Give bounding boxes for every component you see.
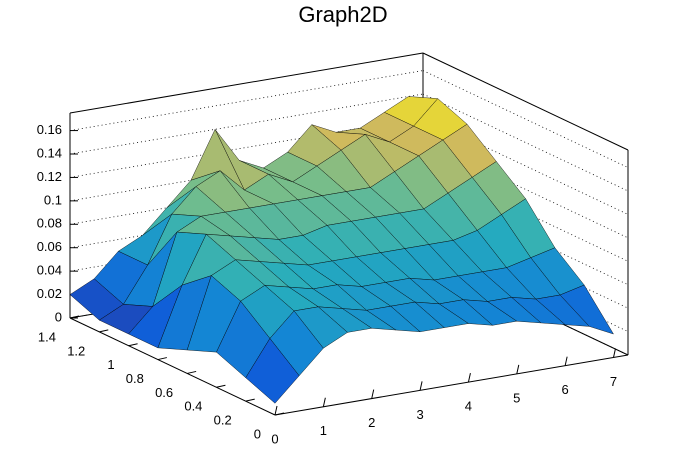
x-tick-label: 4: [465, 399, 472, 414]
y-tick: [187, 370, 197, 374]
x-tick-label: 7: [610, 374, 617, 389]
y-tick: [216, 384, 226, 388]
x-tick: [322, 397, 326, 407]
surface-cell: [245, 338, 300, 404]
x-tick: [516, 364, 520, 375]
z-tick-label: 0.14: [37, 145, 62, 160]
y-tick: [274, 412, 285, 416]
z-tick-label: 0.1: [44, 192, 62, 207]
grid-line: [422, 257, 629, 356]
y-tick-label: 1.2: [67, 343, 85, 358]
y-tick-label: 0.6: [155, 385, 173, 400]
z-tick-label: 0.06: [37, 239, 62, 254]
y-tick-label: 0.4: [184, 399, 202, 414]
x-tick-label: 0: [271, 431, 278, 446]
box-edge: [69, 52, 424, 114]
y-tick: [69, 315, 80, 319]
y-tick-label: 1.4: [38, 329, 56, 344]
grid-line: [422, 93, 629, 192]
box-edge: [422, 52, 629, 151]
z-tick-label: 0.02: [37, 286, 62, 301]
grid-line: [422, 210, 629, 309]
x-tick-label: 1: [320, 423, 327, 438]
x-tick-label: 2: [368, 415, 375, 430]
z-tick-label: 0: [55, 309, 62, 324]
x-tick: [274, 405, 278, 416]
grid-line: [422, 70, 629, 168]
x-tick: [564, 356, 568, 366]
y-tick-label: 0.8: [126, 371, 144, 386]
z-tick-label: 0.08: [37, 216, 62, 231]
z-tick-label: 0.16: [37, 122, 62, 137]
grid-line: [422, 140, 629, 239]
grid-line: [422, 187, 629, 286]
y-tick-label: 1: [107, 357, 114, 372]
chart-title: Graph2D: [298, 2, 387, 27]
y-tick-label: 0: [254, 426, 261, 441]
x-axis: [274, 354, 629, 416]
x-tick-label: 3: [416, 407, 423, 422]
grid-line: [422, 163, 629, 262]
grid-line: [422, 117, 629, 215]
x-tick-label: 6: [562, 382, 569, 397]
y-axis: [69, 317, 276, 416]
x-tick: [371, 389, 375, 399]
z-tick-label: 0.04: [37, 263, 62, 278]
x-tick: [467, 373, 471, 383]
z-tick-label: 0.12: [37, 169, 62, 184]
y-tick-label: 0.2: [214, 413, 232, 428]
x-tick-label: 5: [513, 390, 520, 405]
y-tick: [245, 398, 255, 402]
x-tick: [613, 348, 616, 358]
y-tick: [128, 343, 138, 347]
y-tick: [157, 357, 167, 361]
x-tick: [419, 381, 423, 391]
y-tick: [99, 329, 109, 333]
